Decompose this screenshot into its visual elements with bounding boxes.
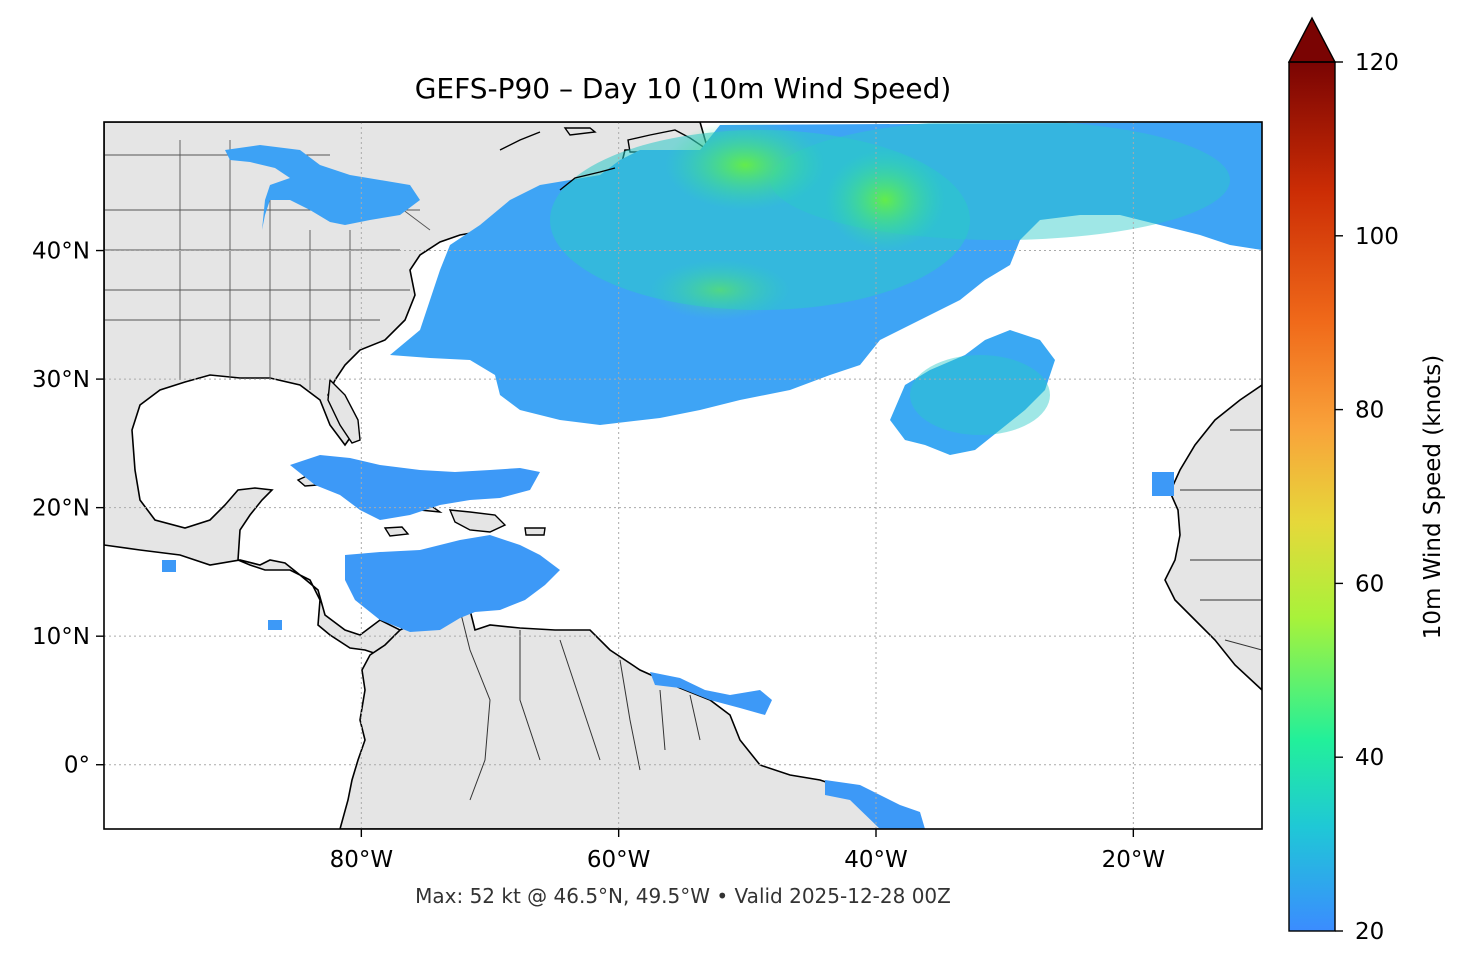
colorbar-frame — [1288, 61, 1336, 932]
wind-zone-moderate-3 — [910, 355, 1050, 435]
colorbar-extend-arrow — [1287, 16, 1337, 63]
coastlines — [499, 127, 616, 191]
colorbar-label: 10m Wind Speed (knots) — [1420, 355, 1446, 639]
colorbar-tick-label: 60 — [1355, 571, 1384, 597]
colorbar-gradient — [1289, 62, 1335, 931]
wind-area-east-brazil — [825, 780, 925, 829]
lon-tick-label: 20°W — [1102, 847, 1166, 873]
colorbar-tick-label: 100 — [1355, 224, 1399, 250]
wind-zone-strong-3 — [650, 260, 790, 320]
hispaniola-island — [448, 509, 507, 533]
jamaica-island — [383, 526, 410, 537]
lat-tick-label: 0° — [64, 753, 90, 779]
wind-area-great-lakes — [225, 145, 420, 230]
wind-zone-strong-2 — [825, 150, 945, 250]
africa-land — [1164, 384, 1262, 692]
lat-tick-label: 20°N — [32, 496, 90, 522]
colorbar-ticks: 20 40 60 80 100 120 — [1335, 50, 1399, 945]
lon-tick-label: 60°W — [587, 847, 651, 873]
latitude-axis: 40°N 30°N 20°N 10°N 0° — [32, 239, 104, 779]
map-title: GEFS-P90 – Day 10 (10m Wind Speed) — [414, 72, 952, 105]
wind-area-pacific-spot — [268, 620, 282, 630]
map-frame — [103, 121, 1263, 830]
wind-area-west-africa — [1152, 472, 1174, 496]
wind-area-caribbean — [345, 535, 560, 632]
colorbar-tick-label: 20 — [1355, 919, 1384, 945]
gridlines — [104, 122, 1262, 829]
wind-zone-strong-1 — [665, 122, 825, 210]
colorbar: 20 40 60 80 100 120 10m Wind Speed (knots) — [1287, 16, 1446, 945]
florida-peninsula — [327, 378, 361, 444]
max-wind-info: Max: 52 kt @ 46.5°N, 49.5°W • Valid 2025… — [415, 884, 951, 908]
puerto-rico-island — [524, 527, 546, 536]
lat-tick-label: 30°N — [32, 367, 90, 393]
colorbar-tick-label: 120 — [1355, 50, 1399, 76]
wind-area-bahamas — [290, 455, 540, 520]
lat-tick-label: 10°N — [32, 624, 90, 650]
lat-tick-label: 40°N — [32, 239, 90, 265]
longitude-axis: 80°W 60°W 40°W 20°W — [330, 829, 1166, 873]
wind-area-gulf-spot — [162, 560, 176, 572]
lon-tick-label: 40°W — [844, 847, 908, 873]
lon-tick-label: 80°W — [330, 847, 394, 873]
colorbar-tick-label: 80 — [1355, 398, 1384, 424]
wind-area-central-atlantic — [890, 330, 1055, 455]
country-borders — [459, 429, 1262, 801]
colorbar-tick-label: 40 — [1355, 745, 1384, 771]
wind-speed-field — [162, 122, 1262, 829]
wind-area-brazil-coast — [650, 672, 772, 715]
